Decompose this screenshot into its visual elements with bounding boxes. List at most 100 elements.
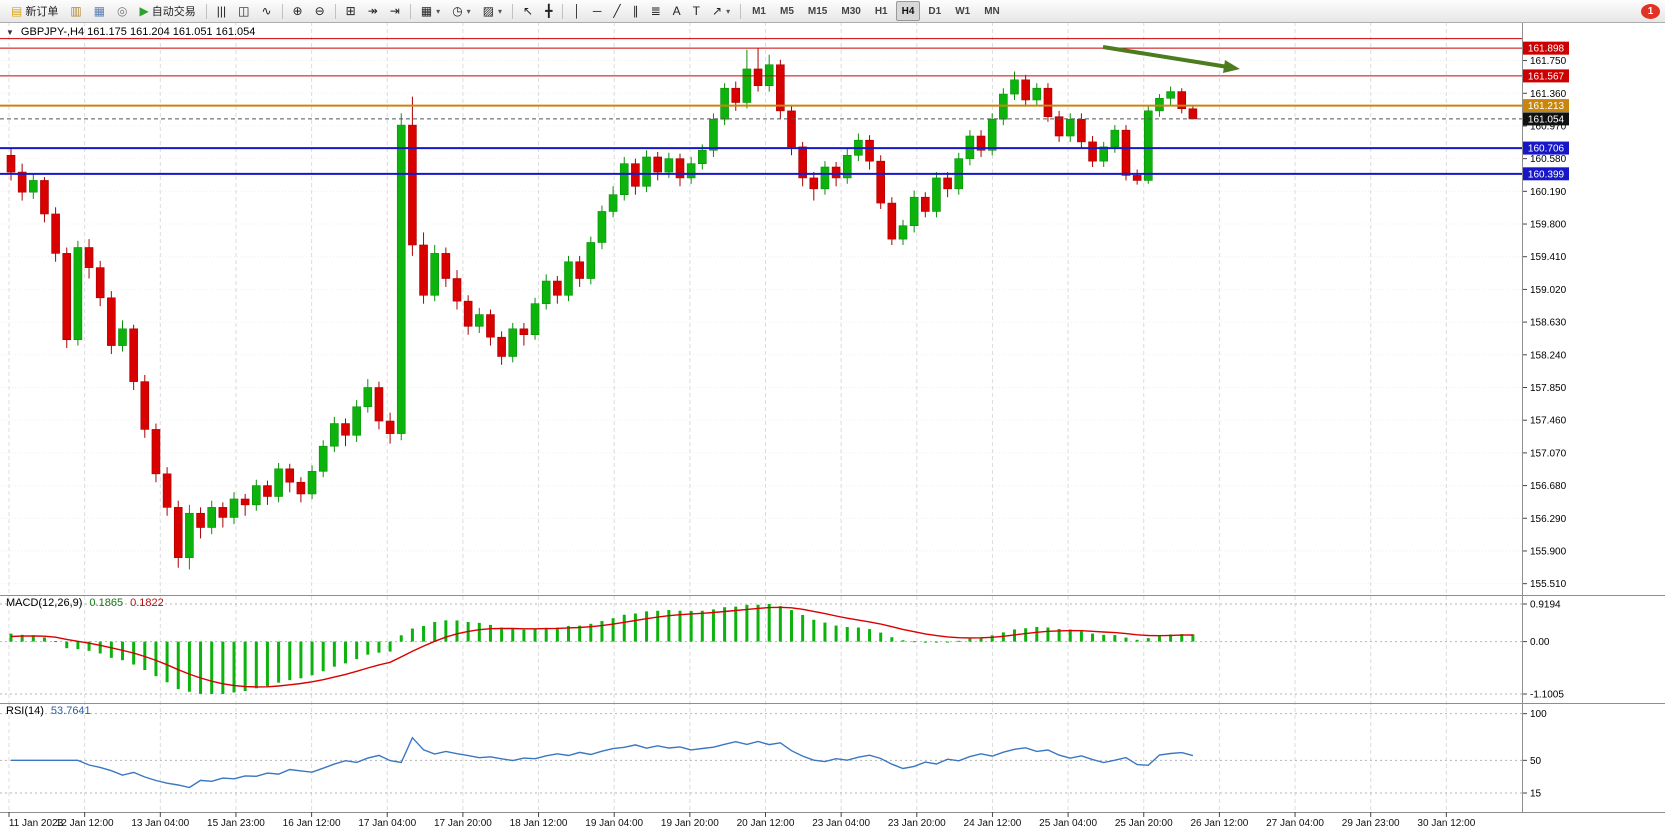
- tile-windows-button[interactable]: ⊞: [341, 1, 361, 22]
- candle-body: [619, 163, 629, 195]
- candle-body: [943, 177, 952, 190]
- macd-histogram-bar: [1068, 629, 1072, 642]
- macd-histogram-bar: [410, 628, 414, 642]
- macd-histogram-bar: [243, 641, 247, 691]
- data-window-button[interactable]: ◎: [112, 1, 132, 22]
- macd-histogram-bar: [366, 641, 370, 655]
- candle-body: [151, 429, 161, 475]
- rsi-panel: 100 50 15: [0, 709, 1547, 800]
- macd-signal-line: [10, 606, 1193, 688]
- market-watch-button[interactable]: ▦: [89, 1, 110, 22]
- price-axis-label: 156.290: [1530, 514, 1567, 525]
- candle-body: [140, 381, 150, 430]
- candle-body: [519, 328, 529, 335]
- templates-button[interactable]: ▨ ▾: [478, 1, 507, 22]
- rsi-axis-label: 100: [1530, 709, 1547, 720]
- dropdown-arrow-icon: ▾: [466, 6, 471, 16]
- candle-body: [999, 93, 1008, 120]
- macd-histogram-bar: [221, 641, 225, 694]
- candle-body: [976, 135, 986, 151]
- cursor-button[interactable]: ↖: [518, 1, 538, 22]
- template-icon: ▨: [482, 4, 495, 18]
- auto-trading-button[interactable]: ▶ 自动交易: [135, 1, 201, 22]
- trendline-button[interactable]: ╱: [608, 1, 625, 22]
- macd-histogram-bar: [711, 609, 715, 642]
- candle-body: [263, 485, 272, 497]
- periods-button[interactable]: ◷ ▾: [447, 1, 476, 22]
- new-chart-button[interactable]: ▦ ▾: [416, 1, 445, 22]
- zoom-in-button[interactable]: ⊕: [288, 1, 308, 22]
- zoom-out-button[interactable]: ⊖: [310, 1, 330, 22]
- toolbar-separator: [740, 3, 742, 19]
- timeframe-m1[interactable]: M1: [752, 5, 766, 17]
- channel-icon: ∥: [632, 4, 639, 18]
- candle-body: [753, 68, 763, 87]
- candle-body: [6, 154, 16, 173]
- candle-body: [129, 328, 138, 382]
- macd-histogram-bar: [1124, 637, 1128, 642]
- macd-histogram-bar: [254, 641, 258, 689]
- candlestick-chart-button[interactable]: ◫: [233, 1, 254, 22]
- price-axis-label: 156.680: [1530, 481, 1567, 492]
- chart-shift-button[interactable]: ⇥: [385, 1, 405, 22]
- candle-body: [842, 154, 852, 179]
- macd-histogram-bar: [845, 626, 849, 642]
- auto-scroll-button[interactable]: ↠: [363, 1, 383, 22]
- zoom-out-icon: ⊖: [314, 4, 325, 18]
- toolbar-separator: [562, 3, 564, 19]
- macd-histogram-bar: [968, 638, 972, 642]
- candle-body: [330, 423, 339, 447]
- chart-window-button[interactable]: ▥: [65, 1, 86, 22]
- macd-histogram-bar: [109, 641, 113, 658]
- line-chart-button[interactable]: ∿: [256, 1, 276, 22]
- fibonacci-button[interactable]: ≣: [646, 1, 666, 22]
- macd-histogram-bar: [633, 613, 637, 642]
- macd-histogram-bar: [87, 641, 91, 651]
- timeframe-mn[interactable]: MN: [984, 5, 1000, 17]
- timeframe-d1[interactable]: D1: [928, 5, 942, 17]
- time-axis-label: 23 Jan 20:00: [888, 818, 946, 829]
- time-axis-label: 16 Jan 12:00: [283, 818, 341, 829]
- timeframe-m30[interactable]: M30: [841, 5, 861, 17]
- time-axis-label: 24 Jan 12:00: [964, 818, 1022, 829]
- chart-shift-icon: ⇥: [389, 4, 400, 18]
- arrows-button[interactable]: ↗ ▾: [707, 1, 735, 22]
- crosshair-button[interactable]: ╋: [540, 1, 557, 22]
- macd-histogram-bar: [1113, 635, 1117, 642]
- candle-body: [697, 149, 707, 164]
- price-levels-layer: [0, 38, 1522, 175]
- new-order-button[interactable]: ▤ 新订单: [6, 1, 63, 22]
- candle-body: [408, 124, 417, 246]
- bar-chart-button[interactable]: |||: [212, 1, 231, 22]
- timeframe-m15[interactable]: M15: [807, 5, 828, 17]
- channel-button[interactable]: ∥: [628, 1, 644, 22]
- candle-body: [307, 471, 317, 495]
- macd-histogram-bar: [622, 614, 626, 642]
- macd-histogram-bar: [232, 641, 236, 693]
- candle-body: [1088, 141, 1097, 162]
- vertical-line-button[interactable]: │: [568, 1, 586, 22]
- time-axis-label: 23 Jan 04:00: [812, 818, 870, 829]
- text-button[interactable]: A: [668, 1, 686, 22]
- zoom-in-icon: ⊕: [292, 4, 303, 18]
- price-axis-label: 160.190: [1530, 187, 1567, 198]
- macd-histogram-bar: [756, 604, 760, 642]
- macd-histogram-bar: [511, 628, 515, 642]
- time-axis-label: 26 Jan 12:00: [1190, 818, 1248, 829]
- timeframe-w1[interactable]: W1: [955, 5, 971, 17]
- new-chart-icon: ▦: [420, 4, 433, 18]
- macd-histogram-bar: [801, 614, 805, 642]
- candle-body: [40, 180, 49, 215]
- horizontal-line-button[interactable]: ─: [588, 1, 607, 22]
- text-label-button[interactable]: T: [688, 1, 705, 22]
- candle-body: [865, 139, 874, 162]
- chart-collapse-icon[interactable]: ▼: [6, 27, 14, 37]
- notification-badge[interactable]: 1: [1641, 3, 1660, 19]
- timeframe-m5[interactable]: M5: [780, 5, 794, 17]
- macd-histogram-bar: [399, 635, 403, 642]
- timeframe-h1[interactable]: H1: [874, 5, 888, 17]
- timeframe-h4[interactable]: H4: [895, 1, 921, 21]
- candle-body: [631, 163, 640, 187]
- candle-body: [720, 87, 729, 120]
